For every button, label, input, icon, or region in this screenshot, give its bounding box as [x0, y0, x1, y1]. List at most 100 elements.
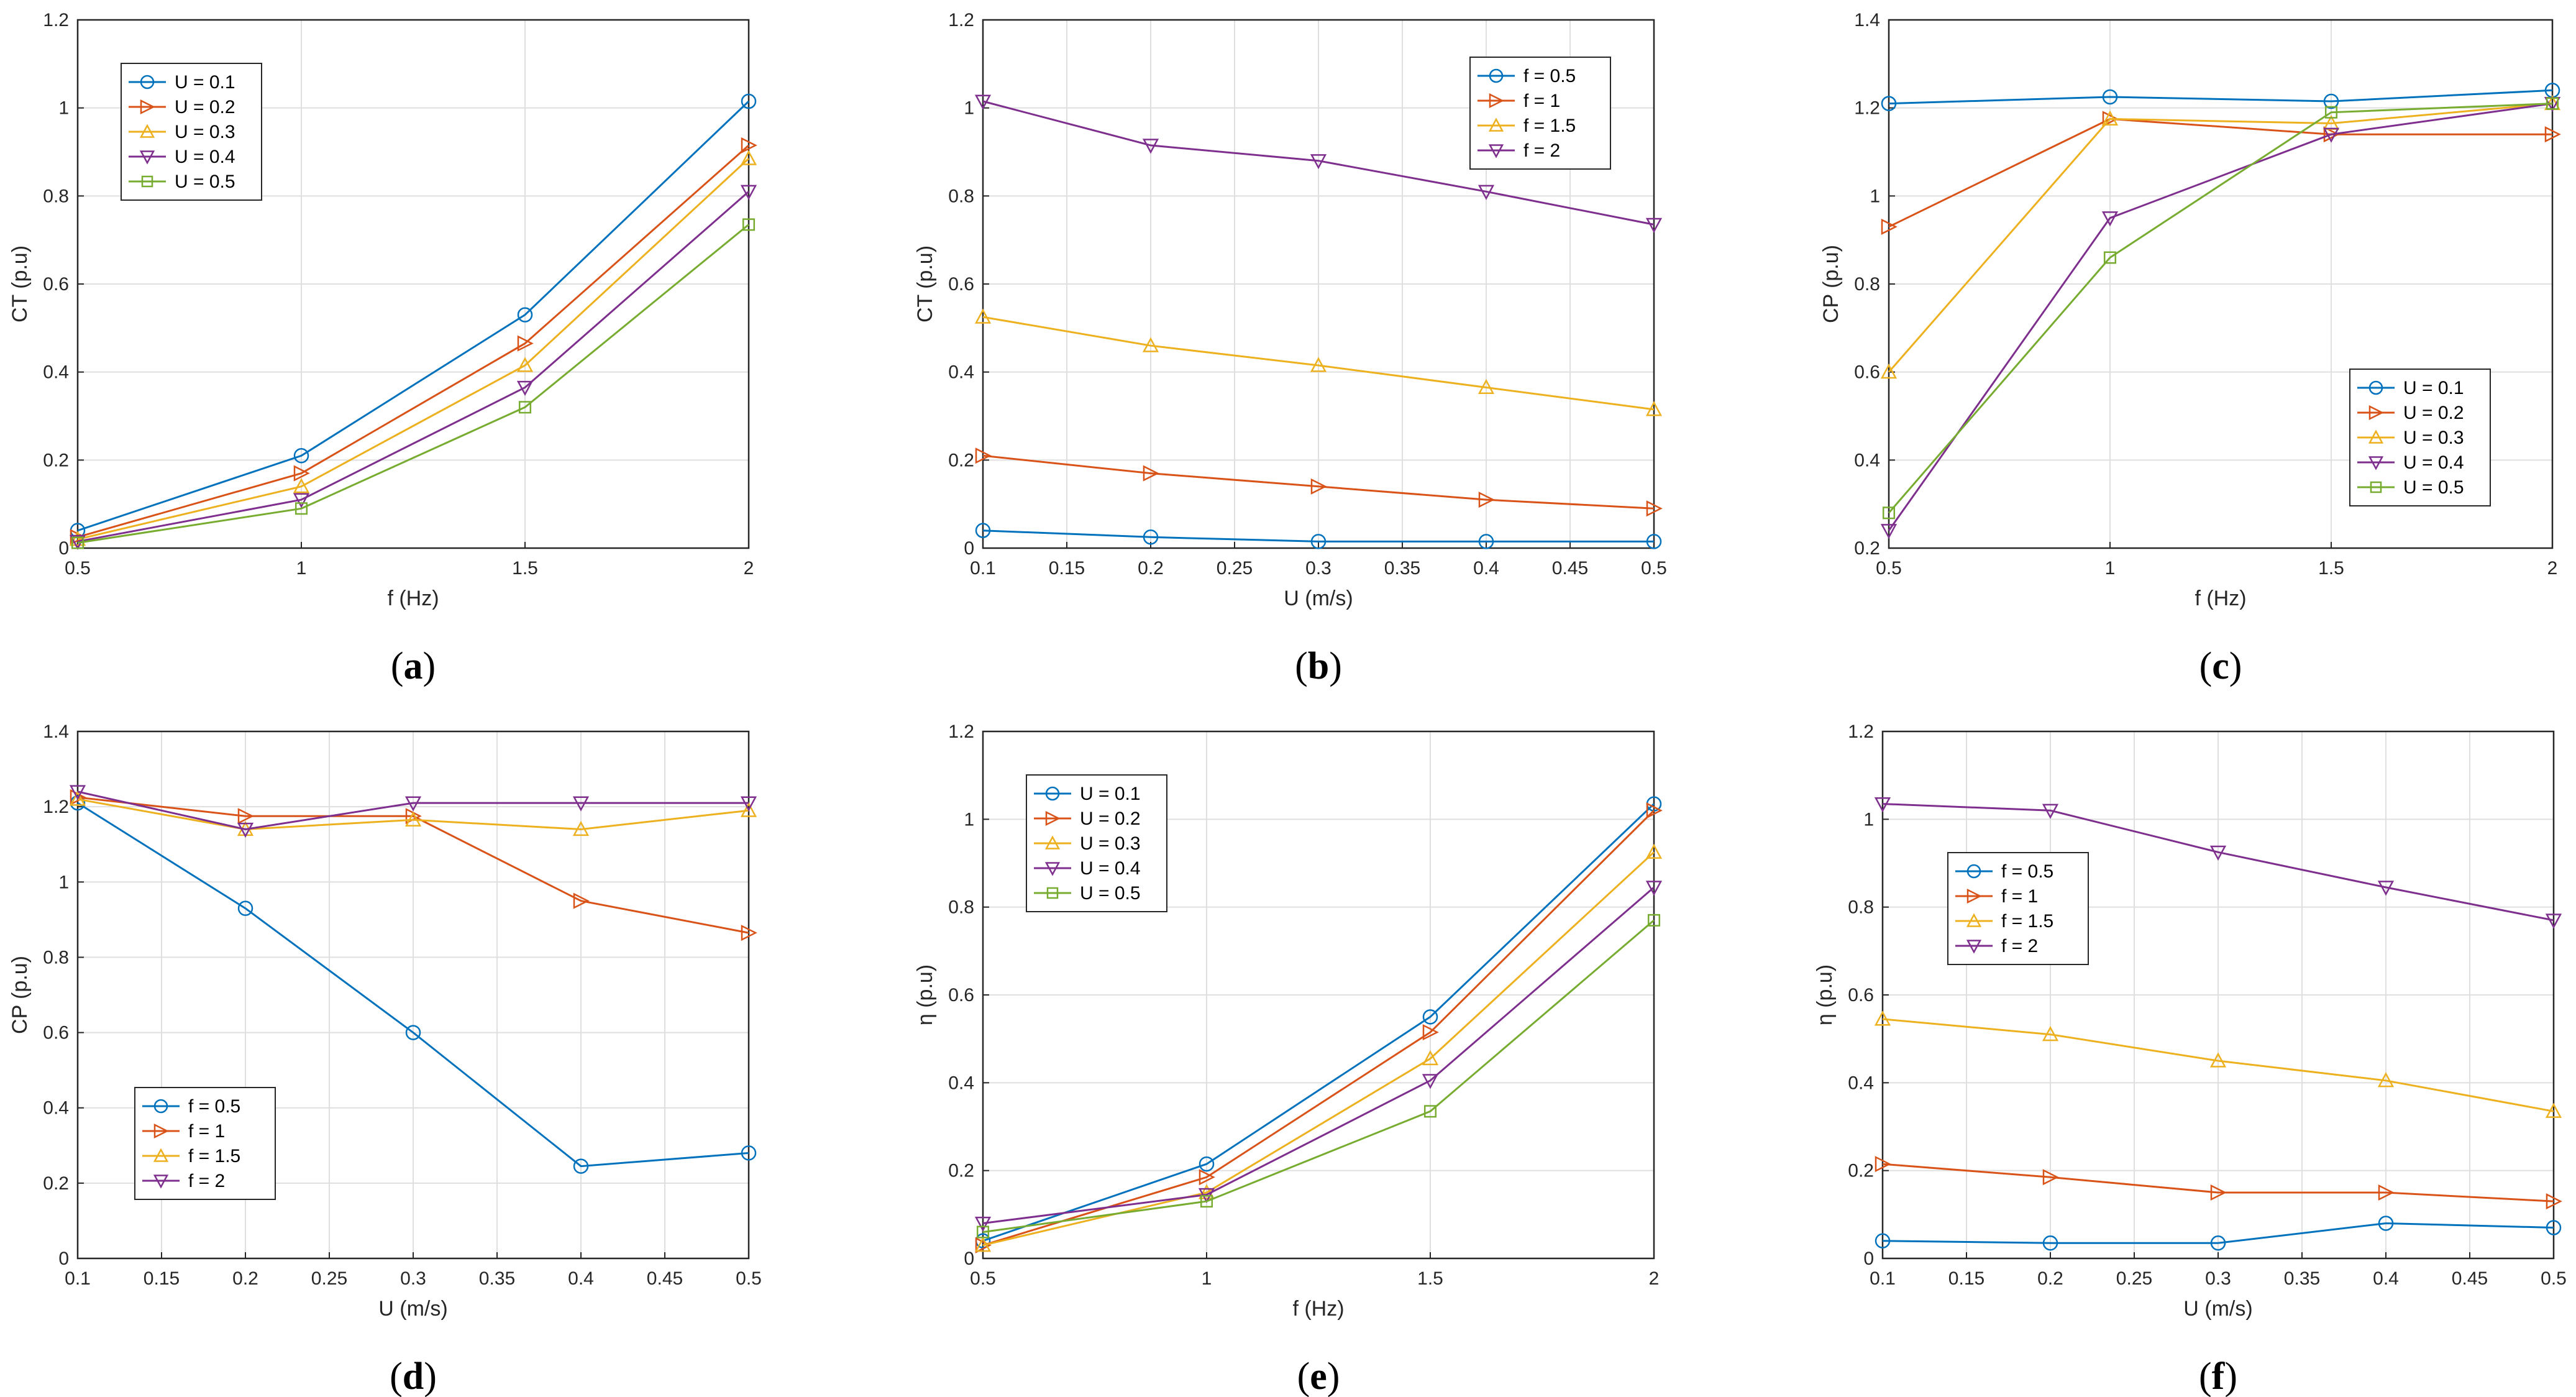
series-line-1 — [1888, 117, 2552, 228]
chart-panel-a: 0.5 1 1.5 2 0 0.2 0.4 0.6 0.8 1 1.2 f (Hz) CT (p.u) U… — [8, 10, 757, 687]
x-tick-label: 1.5 — [2318, 558, 2344, 579]
data-point — [1646, 796, 1662, 812]
legend-entry: U = 0.1 — [2403, 378, 2464, 398]
series-line-3 — [1882, 803, 2554, 922]
data-point — [974, 94, 992, 110]
data-point — [2324, 106, 2338, 119]
y-tick-label: 0.8 — [43, 186, 69, 206]
y-tick-label: 0.4 — [948, 362, 974, 383]
data-point — [2546, 97, 2559, 110]
legend: U = 0.1 U = 0.2 U = 0.3 U = 0.4 U = 0.5 — [2349, 369, 2491, 506]
legend-marker — [1046, 887, 1059, 899]
legend-entry: U = 0.4 — [175, 147, 235, 167]
data-point — [1645, 881, 1663, 896]
data-point — [2377, 881, 2395, 896]
x-tick-label: 0.4 — [2373, 1268, 2399, 1289]
data-point — [2210, 1235, 2226, 1251]
series-line-0 — [982, 529, 1654, 543]
chart-panel-f: 0.1 0.15 0.2 0.25 0.3 0.35 0.4 0.45 0.5 0 0.2 0.4 0.… — [1813, 721, 2567, 1397]
legend: f = 0.5 f = 1 f = 1.5 f = 2 — [1469, 57, 1611, 170]
data-point — [1199, 1156, 1215, 1172]
series-line-2 — [982, 316, 1655, 411]
y-tick-label: 1.4 — [43, 721, 69, 742]
legend-marker — [1045, 786, 1060, 801]
legend-marker — [139, 150, 155, 165]
x-axis-label: f (Hz) — [387, 587, 439, 610]
series-line-2 — [982, 851, 1655, 1247]
data-point — [2377, 1072, 2395, 1088]
y-tick-label: 0.4 — [948, 1073, 974, 1093]
data-point — [2545, 914, 2562, 929]
y-tick-label: 0.4 — [1848, 1073, 1874, 1093]
x-tick-label: 0.2 — [1138, 558, 1164, 579]
y-tick-label: 1.2 — [948, 10, 974, 30]
data-point — [2210, 1184, 2227, 1201]
data-point — [740, 802, 757, 817]
data-point — [295, 502, 308, 515]
data-point — [1881, 96, 1897, 111]
x-axis-label: U (m/s) — [1284, 587, 1353, 610]
y-axis-label: CP (p.u) — [8, 956, 32, 1034]
x-tick-label: 0.45 — [2452, 1268, 2488, 1289]
y-axis-label: η (p.u) — [1813, 964, 1837, 1025]
data-point — [1142, 139, 1159, 154]
series-line-3 — [77, 790, 749, 831]
data-point — [2545, 1102, 2562, 1118]
data-point — [404, 796, 422, 812]
chart-panel-d: 0.1 0.15 0.2 0.25 0.3 0.35 0.4 0.45 0.5 0 0.2 0.4 0.… — [8, 721, 762, 1397]
x-tick-label: 1 — [2105, 558, 2116, 579]
data-point — [1199, 1169, 1215, 1186]
x-axis-label: f (Hz) — [2195, 587, 2246, 610]
data-point — [975, 447, 992, 464]
x-tick-label: 1 — [296, 558, 307, 579]
data-point — [572, 796, 590, 812]
legend-marker — [153, 1099, 168, 1114]
legend-entry: U = 0.4 — [1080, 858, 1141, 879]
chart-panel-c: 0.5 1 1.5 2 0.2 0.4 0.6 0.8 1 1.2 1.4 f (Hz) CP (p.u… — [1819, 10, 2561, 687]
x-tick-label: 0.35 — [2284, 1268, 2320, 1289]
y-axis-label: CP (p.u) — [1819, 245, 1843, 323]
y-tick-label: 1.2 — [1848, 721, 1874, 742]
data-point — [1881, 218, 1898, 235]
x-tick-label: 0.15 — [144, 1268, 180, 1289]
panel-caption: (d) — [390, 1355, 437, 1397]
legend-marker — [140, 99, 155, 115]
legend-entry: f = 0.5 — [188, 1096, 240, 1117]
data-point — [2042, 1235, 2058, 1251]
x-tick-label: 0.35 — [1384, 558, 1420, 579]
series-line-1 — [77, 796, 749, 934]
data-point — [404, 811, 422, 827]
data-point — [1646, 534, 1662, 549]
x-tick-label: 0.25 — [311, 1268, 347, 1289]
series-line-0 — [77, 100, 750, 532]
y-tick-label: 1 — [58, 98, 69, 119]
data-point — [69, 790, 86, 806]
series-line-1 — [982, 810, 1655, 1247]
data-point — [1142, 337, 1159, 352]
legend-marker — [1045, 810, 1061, 827]
data-point — [573, 1158, 589, 1174]
x-tick-label: 0.1 — [65, 1268, 91, 1289]
series-line-1 — [1882, 1163, 2554, 1202]
x-tick-label: 0.45 — [647, 1268, 683, 1289]
y-tick-label: 1.2 — [948, 721, 974, 742]
x-tick-label: 0.3 — [400, 1268, 426, 1289]
data-point — [1310, 478, 1327, 495]
y-tick-label: 0 — [58, 538, 69, 559]
legend-marker — [2368, 429, 2384, 444]
data-point — [69, 785, 86, 800]
legend-entry: f = 0.5 — [2001, 861, 2053, 882]
data-point — [976, 1225, 990, 1239]
data-point — [742, 218, 756, 231]
data-point — [2102, 111, 2119, 127]
y-tick-label: 1 — [964, 98, 974, 119]
data-point — [293, 478, 310, 493]
series-line-2 — [1888, 103, 2553, 373]
data-point — [2042, 1169, 2059, 1186]
data-point — [1646, 500, 1663, 517]
data-point — [293, 493, 310, 508]
legend-entry: f = 2 — [188, 1171, 225, 1191]
y-tick-label: 1.4 — [1854, 10, 1880, 30]
x-tick-label: 0.5 — [1876, 558, 1902, 579]
legend-marker — [153, 1123, 169, 1139]
